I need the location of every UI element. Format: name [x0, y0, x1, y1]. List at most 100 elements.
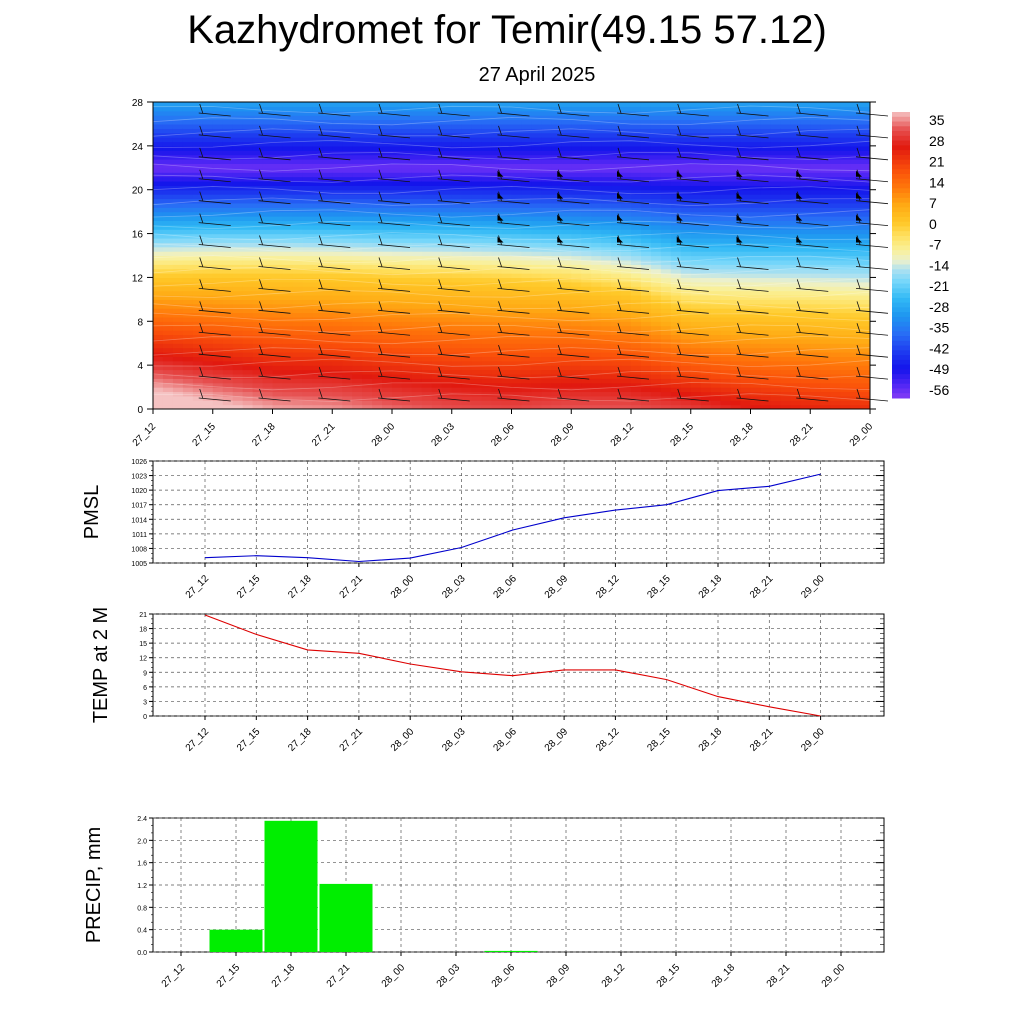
heatmap-cell — [640, 137, 652, 143]
heatmap-cell — [710, 330, 722, 336]
heatmap-cell — [252, 137, 264, 143]
heatmap-cell — [292, 163, 303, 169]
heatmap-cell — [352, 321, 363, 327]
heatmap-cell — [282, 299, 294, 305]
heatmap-cell — [601, 198, 612, 204]
heatmap-cell — [382, 373, 393, 379]
heatmap-cell — [790, 233, 801, 239]
heatmap-cell — [850, 180, 861, 186]
heatmap-cell — [272, 237, 284, 243]
heatmap-cell — [850, 382, 861, 388]
heatmap-cell — [172, 321, 184, 327]
heatmap-cell — [501, 128, 513, 134]
heatmap-cell — [670, 185, 682, 191]
heatmap-cell — [212, 237, 224, 243]
heatmap-cell — [780, 387, 791, 393]
heatmap-cell — [810, 246, 821, 252]
heatmap-cell — [631, 211, 642, 217]
heatmap-cell — [202, 251, 214, 257]
heatmap-cell — [501, 224, 513, 230]
heatmap-cell — [710, 185, 722, 191]
heatmap-cell — [222, 325, 234, 331]
heatmap-cell — [571, 189, 582, 195]
heatmap-cell — [800, 312, 811, 318]
heatmap-cell — [631, 378, 642, 384]
heatmap-cell — [511, 141, 523, 147]
heatmap-cell — [611, 180, 622, 186]
heatmap-cell — [242, 115, 254, 121]
heatmap-cell — [680, 150, 692, 156]
heatmap-cell — [720, 172, 732, 178]
heatmap-cell — [153, 141, 164, 147]
heatmap-cell — [451, 137, 463, 143]
heatmap-cell — [621, 365, 632, 371]
heatmap-cell — [730, 273, 742, 279]
heatmap-cell — [421, 264, 433, 270]
heatmap-cell — [700, 132, 712, 138]
heatmap-cell — [252, 281, 264, 287]
heatmap-cell — [212, 365, 224, 371]
heatmap-cell — [770, 246, 781, 252]
heatmap-cell — [611, 351, 622, 357]
heatmap-cell — [730, 387, 742, 393]
heatmap-cell — [401, 373, 413, 379]
heatmap-cell — [830, 316, 841, 322]
heatmap-cell — [690, 334, 702, 340]
heatmap-cell — [501, 194, 513, 200]
heatmap-cell — [372, 141, 383, 147]
heatmap-cell — [621, 378, 632, 384]
heatmap-cell — [670, 150, 682, 156]
heatmap-cell — [172, 382, 184, 388]
heatmap-cell — [730, 373, 742, 379]
heatmap-cell — [421, 330, 433, 336]
heatmap-cell — [561, 220, 572, 226]
heatmap-cell — [431, 128, 443, 134]
heatmap-cell — [282, 281, 294, 287]
heatmap-cell — [352, 268, 363, 274]
heatmap-cell — [362, 154, 373, 160]
heatmap-cell — [660, 176, 672, 182]
heatmap-cell — [362, 264, 373, 270]
heatmap-cell — [690, 115, 702, 121]
heatmap-cell — [690, 137, 702, 143]
heatmap-cell — [332, 233, 343, 239]
heatmap-cell — [162, 316, 174, 322]
heatmap-cell — [401, 220, 413, 226]
heatmap-cell — [222, 395, 234, 401]
heatmap-cell — [491, 308, 503, 314]
heatmap-cell — [431, 194, 443, 200]
heatmap-cell — [212, 373, 224, 379]
heatmap-cell — [551, 281, 562, 287]
heatmap-cell — [760, 347, 772, 353]
heatmap-cell — [302, 294, 313, 300]
heatmap-cell — [302, 273, 313, 279]
heatmap-cell — [451, 242, 463, 248]
heatmap-cell — [481, 321, 493, 327]
heatmap-cell — [262, 365, 274, 371]
heatmap-cell — [740, 167, 752, 173]
heatmap-cell — [710, 400, 722, 406]
heatmap-cell — [162, 373, 174, 379]
heatmap-cell — [322, 145, 333, 151]
heatmap-cell — [720, 220, 732, 226]
heatmap-cell — [401, 312, 413, 318]
heatmap-cell — [840, 198, 851, 204]
heatmap-cell — [322, 338, 333, 344]
heatmap-cell — [222, 180, 234, 186]
heatmap-cell — [820, 277, 831, 283]
heatmap-cell — [471, 312, 483, 318]
heatmap-cell — [242, 369, 254, 375]
heatmap-cell — [262, 312, 274, 318]
heatmap-cell — [640, 251, 652, 257]
heatmap-cell — [780, 159, 791, 164]
heatmap-cell — [242, 220, 254, 226]
heatmap-cell — [312, 373, 323, 379]
heatmap-cell — [342, 246, 353, 252]
heatmap-cell — [431, 365, 443, 371]
heatmap-cell — [252, 251, 264, 257]
heatmap-cell — [162, 325, 174, 331]
heatmap-cell — [740, 132, 752, 138]
heatmap-cell — [182, 351, 194, 357]
heatmap-cell — [830, 159, 841, 164]
heatmap-cell — [521, 330, 533, 336]
